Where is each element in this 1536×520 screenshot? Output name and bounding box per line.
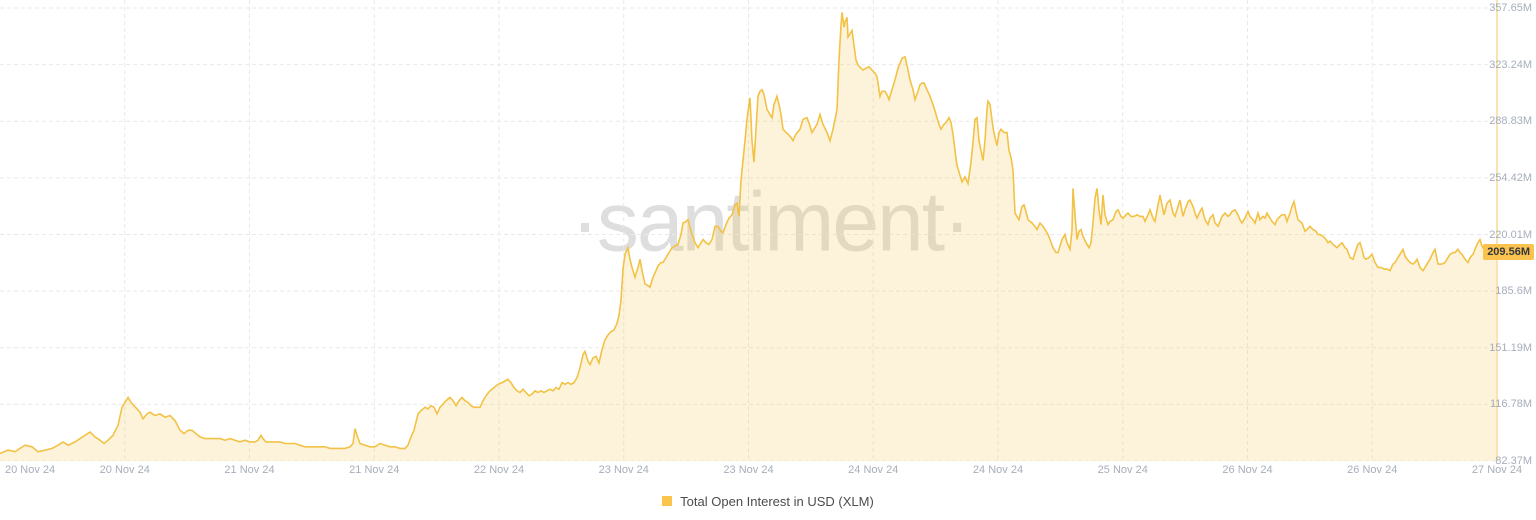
x-axis-label: 23 Nov 24 xyxy=(723,464,774,476)
legend-item-open-interest[interactable]: Total Open Interest in USD (XLM) xyxy=(662,494,874,509)
current-value-badge: 209.56M xyxy=(1483,243,1534,260)
x-axis-label: 20 Nov 24 xyxy=(5,464,56,476)
y-axis-label: 185.6M xyxy=(1495,285,1532,298)
x-axis-label: 24 Nov 24 xyxy=(972,464,1024,476)
chart-legend: Total Open Interest in USD (XLM) xyxy=(0,491,1536,511)
grid-layer xyxy=(0,0,1497,461)
y-axis-label: 82.37M xyxy=(1495,455,1532,467)
x-axis-label: 22 Nov 24 xyxy=(473,464,525,476)
x-axis-label: 26 Nov 24 xyxy=(1347,464,1398,476)
plot-right-edge-line xyxy=(1496,0,1498,461)
y-axis-label: 288.83M xyxy=(1489,115,1532,128)
x-axis: 20 Nov 24 20 Nov 24 21 Nov 24 21 Nov 24 22 N… xyxy=(0,463,1536,479)
x-axis-label: 24 Nov 24 xyxy=(848,464,899,476)
x-axis-label: 27 Nov 24 xyxy=(1471,464,1523,476)
chart-plot-area[interactable] xyxy=(0,0,1536,461)
y-axis-label: 151.19M xyxy=(1489,341,1532,354)
x-axis-label: 25 Nov 24 xyxy=(1097,464,1148,476)
y-axis-label: 220.01M xyxy=(1489,228,1532,241)
x-axis-label: 21 Nov 24 xyxy=(349,464,400,476)
x-axis-label: 26 Nov 24 xyxy=(1222,464,1273,476)
open-interest-line xyxy=(0,12,1498,455)
open-interest-area-fill xyxy=(0,12,1497,461)
y-axis-label: 254.42M xyxy=(1489,171,1532,184)
y-axis-label: 323.24M xyxy=(1489,58,1532,71)
x-axis-label: 21 Nov 24 xyxy=(224,464,275,476)
x-axis-label: 20 Nov 24 xyxy=(99,464,150,476)
legend-swatch-icon xyxy=(662,496,673,506)
y-axis-label: 116.78M xyxy=(1490,398,1532,411)
santiment-watermark: ·santiment· xyxy=(571,174,971,271)
y-axis: 357.65M 323.24M 288.83M 254.42M 220.01M 185.6… xyxy=(1489,0,1536,470)
x-axis-label: 23 Nov 24 xyxy=(598,464,649,476)
legend-label: Total Open Interest in USD (XLM) xyxy=(680,493,874,509)
y-axis-label: 357.65M xyxy=(1489,2,1532,14)
